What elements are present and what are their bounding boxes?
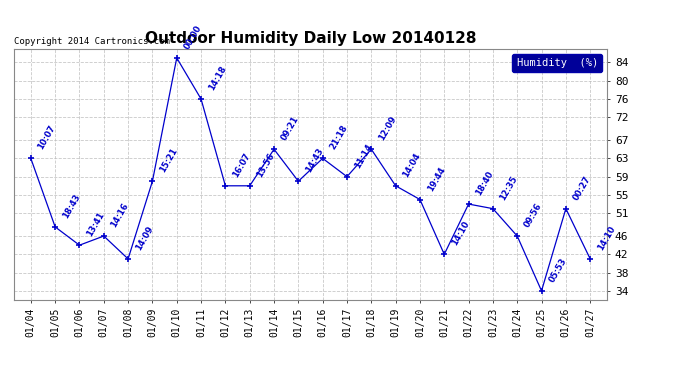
Text: 14:18: 14:18 (206, 64, 228, 92)
Text: 21:18: 21:18 (328, 124, 349, 152)
Text: 00:00: 00:00 (182, 24, 204, 51)
Text: 05:53: 05:53 (547, 256, 568, 284)
Text: 19:44: 19:44 (426, 165, 446, 192)
Title: Outdoor Humidity Daily Low 20140128: Outdoor Humidity Daily Low 20140128 (145, 31, 476, 46)
Text: 14:10: 14:10 (450, 220, 471, 248)
Text: 00:27: 00:27 (571, 174, 593, 202)
Text: 18:40: 18:40 (474, 170, 495, 197)
Text: 12:09: 12:09 (377, 115, 398, 142)
Text: 09:56: 09:56 (523, 201, 544, 229)
Text: 14:09: 14:09 (134, 224, 155, 252)
Text: 13:41: 13:41 (85, 211, 106, 238)
Text: 14:16: 14:16 (109, 201, 130, 229)
Text: 12:35: 12:35 (498, 174, 520, 202)
Legend: Humidity  (%): Humidity (%) (513, 54, 602, 72)
Text: Copyright 2014 Cartronics.com: Copyright 2014 Cartronics.com (14, 37, 170, 46)
Text: 15:21: 15:21 (158, 147, 179, 174)
Text: 14:10: 14:10 (595, 224, 617, 252)
Text: 09:21: 09:21 (279, 115, 301, 142)
Text: 11:14: 11:14 (353, 142, 374, 170)
Text: 14:04: 14:04 (401, 151, 422, 179)
Text: 14:43: 14:43 (304, 147, 325, 174)
Text: 10:07: 10:07 (37, 124, 57, 152)
Text: 18:43: 18:43 (61, 192, 82, 220)
Text: 13:56: 13:56 (255, 151, 277, 179)
Text: 16:07: 16:07 (231, 151, 252, 179)
